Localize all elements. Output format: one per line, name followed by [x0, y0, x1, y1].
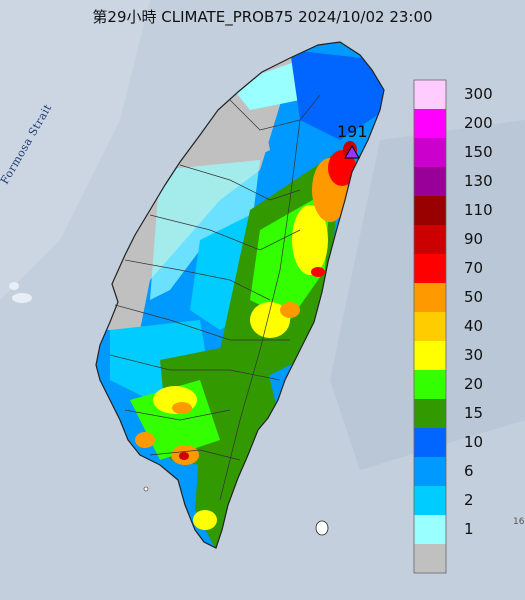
liuqiu-island [143, 486, 149, 492]
legend-label: 50 [464, 288, 484, 306]
county-boundaries [109, 94, 321, 501]
legend-swatch [414, 399, 446, 428]
legend-label: 10 [464, 433, 484, 451]
legend-label: 40 [464, 317, 484, 335]
legend-color-bar [413, 79, 447, 574]
legend-label: 6 [464, 462, 474, 480]
legend-label: 90 [464, 230, 484, 248]
legend-swatch [414, 486, 446, 515]
legend-label: 150 [464, 143, 493, 161]
legend-swatch [414, 428, 446, 457]
max-value-marker-icon [344, 145, 360, 159]
legend-swatch [414, 370, 446, 399]
legend-label: 15 [464, 404, 484, 422]
legend-label: 110 [464, 201, 493, 219]
legend-swatch [414, 312, 446, 341]
legend-label: 1 [464, 520, 474, 538]
legend-label: 300 [464, 85, 493, 103]
legend-label: 130 [464, 172, 493, 190]
sea-shade [0, 0, 150, 300]
legend-swatch [414, 80, 446, 109]
legend-swatch [414, 196, 446, 225]
corner-label: 16 [513, 517, 525, 527]
legend-swatch [414, 341, 446, 370]
legend-label: 30 [464, 346, 484, 364]
lanyu-island [315, 520, 329, 536]
legend-swatch [414, 167, 446, 196]
penghu-island [9, 282, 19, 290]
map-title: 第29小時 CLIMATE_PROB75 2024/10/02 23:00 [92, 8, 433, 26]
legend-label: 200 [464, 114, 493, 132]
penghu-island [12, 293, 32, 303]
legend-label: 20 [464, 375, 484, 393]
legend-label: 2 [464, 491, 474, 509]
legend-swatch [414, 254, 446, 283]
legend-swatch [414, 457, 446, 486]
legend-swatch [414, 544, 446, 573]
legend-swatch [414, 225, 446, 254]
legend-swatch [414, 283, 446, 312]
legend-label: 70 [464, 259, 484, 277]
legend-swatch [414, 109, 446, 138]
legend-swatch [414, 138, 446, 167]
coastline [95, 41, 385, 549]
legend-border [413, 79, 447, 574]
max-value-label: 191 [337, 122, 368, 141]
legend-swatch [414, 515, 446, 544]
